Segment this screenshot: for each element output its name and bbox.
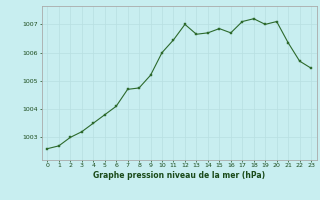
X-axis label: Graphe pression niveau de la mer (hPa): Graphe pression niveau de la mer (hPa) xyxy=(93,171,265,180)
